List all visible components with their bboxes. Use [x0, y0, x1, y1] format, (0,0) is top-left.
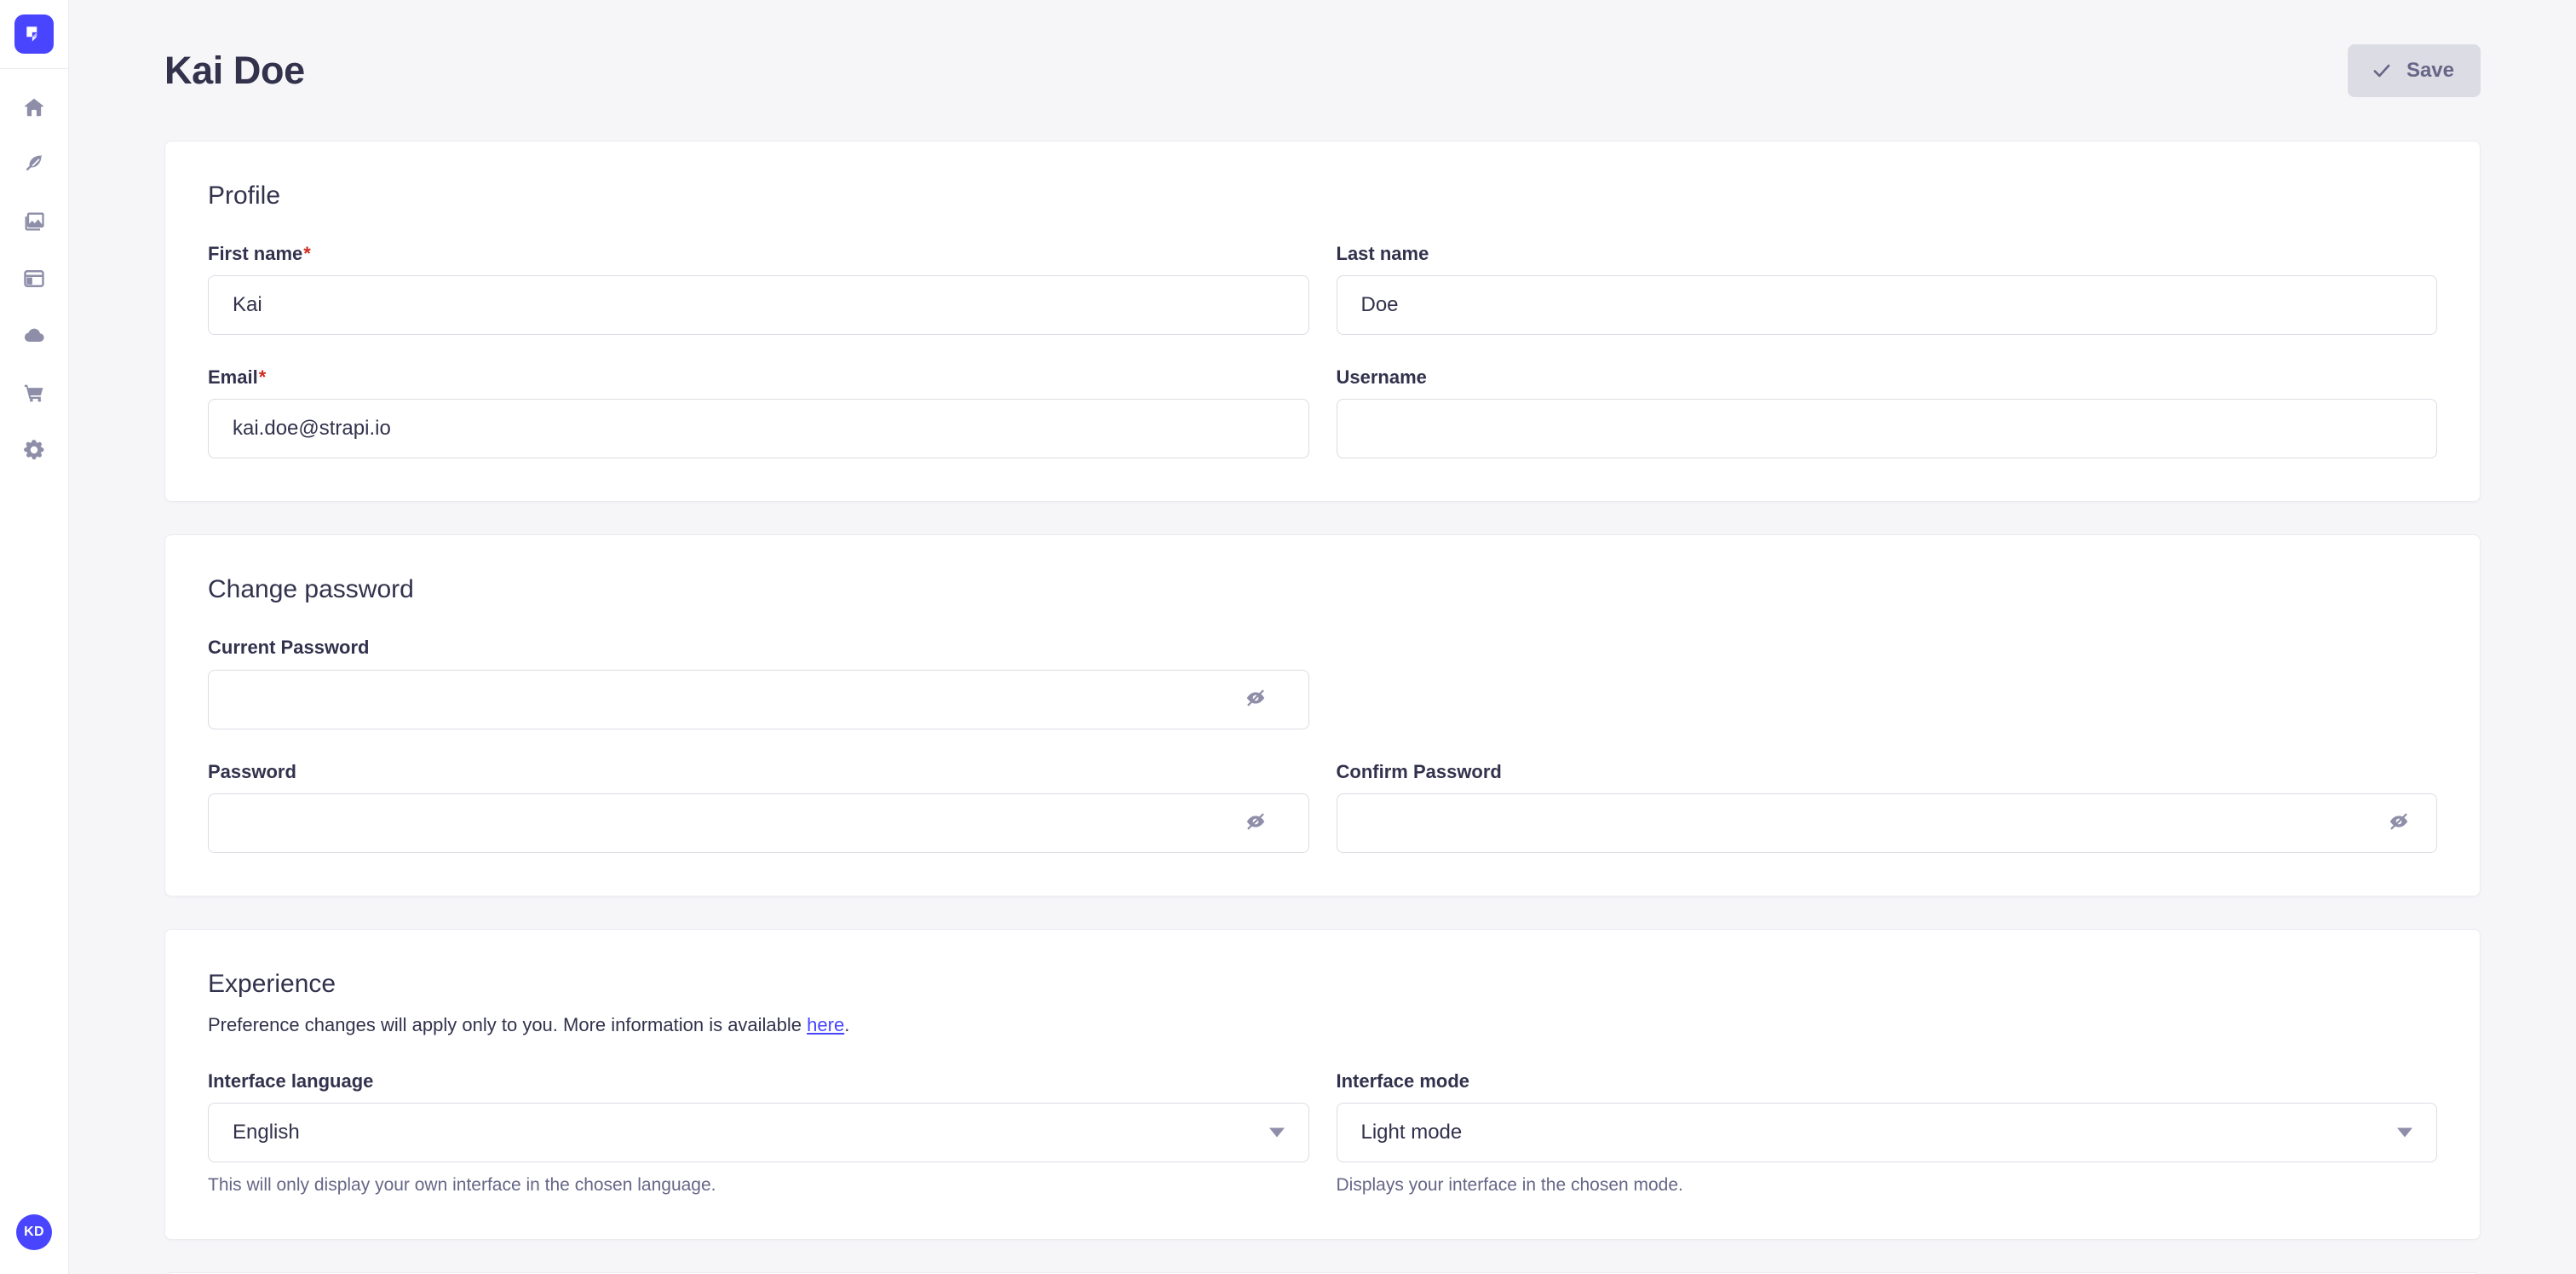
chevron-down-icon	[1268, 1127, 1285, 1138]
gear-icon	[22, 438, 46, 462]
field-interface-mode: Interface mode Light mode Displays your …	[1336, 1069, 2437, 1196]
email-input-wrap	[208, 399, 1309, 459]
experience-title: Experience	[208, 969, 336, 998]
sidebar-item-media-library[interactable]	[14, 202, 54, 241]
current-password-visibility-toggle[interactable]	[1233, 670, 1279, 729]
change-password-title: Change password	[208, 575, 414, 604]
current-password-input-wrap	[208, 669, 1309, 729]
confirm-password-input[interactable]	[1336, 793, 2437, 853]
interface-language-select[interactable]: English	[208, 1102, 1309, 1162]
sidebar-item-marketplace[interactable]	[14, 373, 54, 412]
password-input[interactable]	[208, 793, 1309, 853]
username-label: Username	[1336, 366, 1427, 389]
sidebar-nav	[0, 88, 68, 470]
last-name-input-wrap	[1336, 275, 2437, 336]
username-input-wrap	[1336, 399, 2437, 459]
required-asterisk: *	[258, 366, 267, 389]
page-title: Kai Doe	[164, 49, 305, 92]
main-content: Kai Doe Save Profile First name*	[69, 0, 2576, 1274]
email-label-text: Email	[208, 366, 258, 389]
field-current-password: Current Password	[208, 637, 1309, 729]
sidebar-logo-wrap	[0, 0, 68, 69]
eye-off-icon	[1245, 810, 1267, 835]
eye-off-icon	[2388, 810, 2410, 835]
check-icon	[2371, 60, 2393, 82]
interface-language-value: English	[233, 1120, 300, 1144]
experience-description-prefix: Preference changes will apply only to yo…	[208, 1013, 808, 1035]
field-confirm-password: Confirm Password	[1336, 760, 2437, 853]
interface-mode-label: Interface mode	[1336, 1069, 1470, 1092]
current-password-input[interactable]	[208, 669, 1309, 729]
save-button-label: Save	[2406, 58, 2454, 82]
save-button[interactable]: Save	[2347, 43, 2481, 97]
images-icon	[22, 210, 46, 233]
experience-here-link[interactable]: here	[807, 1013, 845, 1035]
experience-description-suffix: .	[844, 1013, 850, 1035]
password-label: Password	[208, 760, 296, 782]
layout-icon	[22, 267, 46, 291]
interface-mode-select[interactable]: Light mode	[1336, 1102, 2437, 1162]
username-input[interactable]	[1336, 399, 2437, 459]
sidebar-item-content-type-builder[interactable]	[14, 259, 54, 298]
change-password-fields: Current Password	[208, 637, 2438, 853]
sidebar: KD	[0, 0, 69, 1274]
field-password: Password	[208, 760, 1309, 853]
password-visibility-toggle[interactable]	[1233, 793, 1279, 853]
sidebar-item-home[interactable]	[14, 88, 54, 127]
eye-off-icon	[1245, 687, 1267, 712]
last-name-label: Last name	[1336, 243, 1429, 264]
feather-icon	[22, 153, 46, 176]
confirm-password-input-wrap	[1336, 793, 2437, 853]
field-interface-language: Interface language English This will onl…	[208, 1069, 1309, 1196]
profile-fields: First name* Last name	[208, 243, 2437, 459]
sidebar-item-cloud[interactable]	[14, 316, 54, 355]
confirm-password-visibility-toggle[interactable]	[2376, 793, 2422, 853]
field-username: Username	[1336, 366, 2437, 459]
experience-fields: Interface language English This will onl…	[208, 1069, 2437, 1196]
settings-content: Profile First name* Last name	[69, 141, 2576, 1274]
field-email: Email*	[208, 367, 1309, 459]
change-password-card: Change password Current Password	[164, 534, 2481, 896]
interface-language-label: Interface language	[208, 1069, 374, 1092]
page-header: Kai Doe Save	[69, 0, 2576, 141]
field-last-name: Last name	[1336, 243, 2437, 336]
required-asterisk: *	[303, 243, 311, 264]
cloud-icon	[22, 324, 46, 348]
profile-title: Profile	[208, 182, 281, 210]
shopping-cart-icon	[22, 381, 46, 405]
first-name-input-wrap	[208, 275, 1309, 336]
chevron-down-icon	[2397, 1127, 2412, 1138]
interface-language-hint: This will only display your own interfac…	[208, 1174, 716, 1195]
password-input-wrap	[208, 793, 1309, 853]
experience-card: Experience Preference changes will apply…	[164, 928, 2481, 1241]
confirm-password-label: Confirm Password	[1336, 760, 1502, 782]
first-name-label-text: First name	[208, 243, 303, 264]
profile-card: Profile First name* Last name	[164, 141, 2481, 503]
field-first-name: First name*	[208, 243, 1309, 336]
first-name-label: First name*	[208, 243, 1309, 264]
sidebar-item-content-manager[interactable]	[14, 145, 54, 184]
home-icon	[22, 95, 46, 119]
strapi-logo[interactable]	[14, 14, 54, 54]
change-password-spacer	[1337, 637, 2438, 729]
sidebar-item-settings[interactable]	[14, 430, 54, 470]
avatar[interactable]: KD	[16, 1214, 52, 1250]
email-label: Email*	[208, 367, 1309, 388]
current-password-label: Current Password	[208, 637, 370, 659]
interface-mode-value: Light mode	[1360, 1120, 1463, 1144]
first-name-input[interactable]	[208, 275, 1309, 336]
interface-mode-hint: Displays your interface in the chosen mo…	[1336, 1174, 1683, 1195]
email-input[interactable]	[208, 399, 1309, 459]
experience-description: Preference changes will apply only to yo…	[208, 1012, 2437, 1039]
last-name-input[interactable]	[1336, 275, 2437, 336]
